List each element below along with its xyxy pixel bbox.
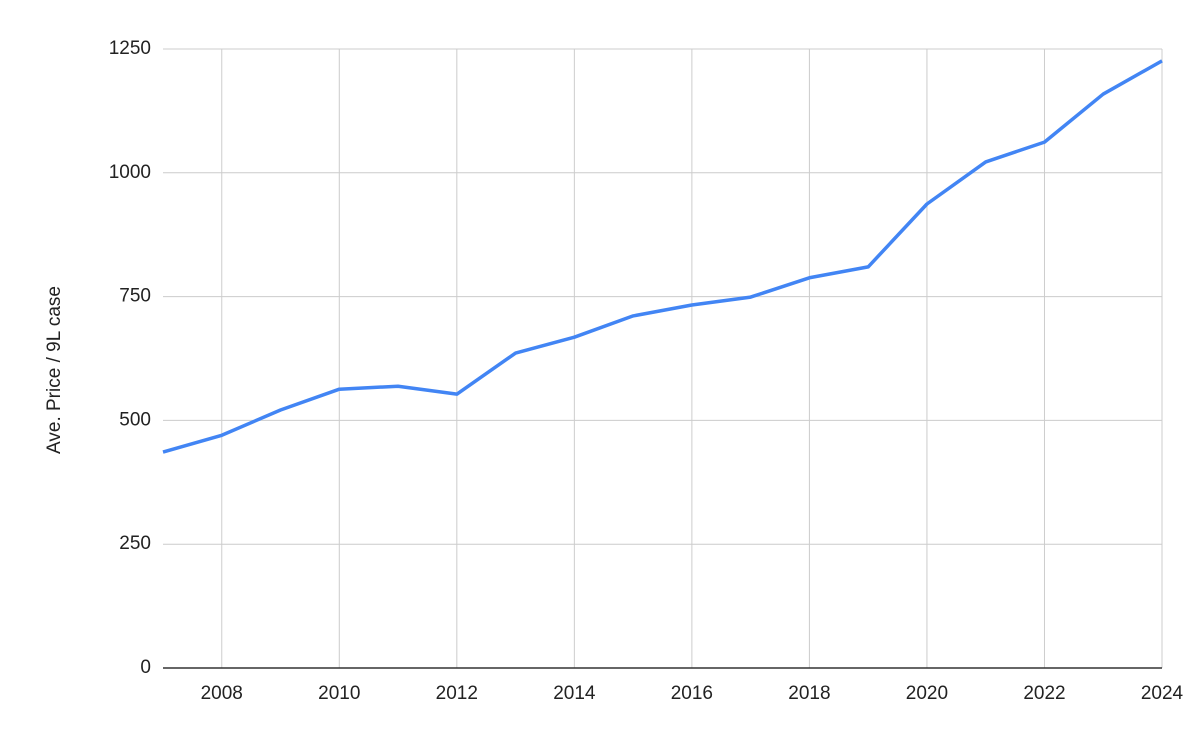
x-tick-label: 2014 [553, 683, 596, 704]
y-tick-label: 1000 [109, 162, 151, 183]
x-tick-label: 2016 [671, 683, 713, 704]
y-tick-label: 500 [119, 409, 151, 430]
x-tick-label: 2008 [201, 683, 243, 704]
y-tick-label: 1250 [109, 38, 151, 59]
x-tick-label: 2024 [1141, 683, 1184, 704]
x-tick-label: 2010 [318, 683, 360, 704]
y-tick-label: 250 [119, 533, 151, 554]
x-tick-label: 2012 [436, 683, 478, 704]
y-tick-label: 0 [140, 657, 151, 678]
x-tick-label: 2020 [906, 683, 948, 704]
y-tick-label: 750 [119, 286, 151, 307]
data-line [162, 59, 1163, 454]
y-axis-label: Ave. Price / 9L case [44, 286, 65, 454]
x-tick-label: 2022 [1023, 683, 1065, 704]
x-tick-label: 2018 [788, 683, 830, 704]
